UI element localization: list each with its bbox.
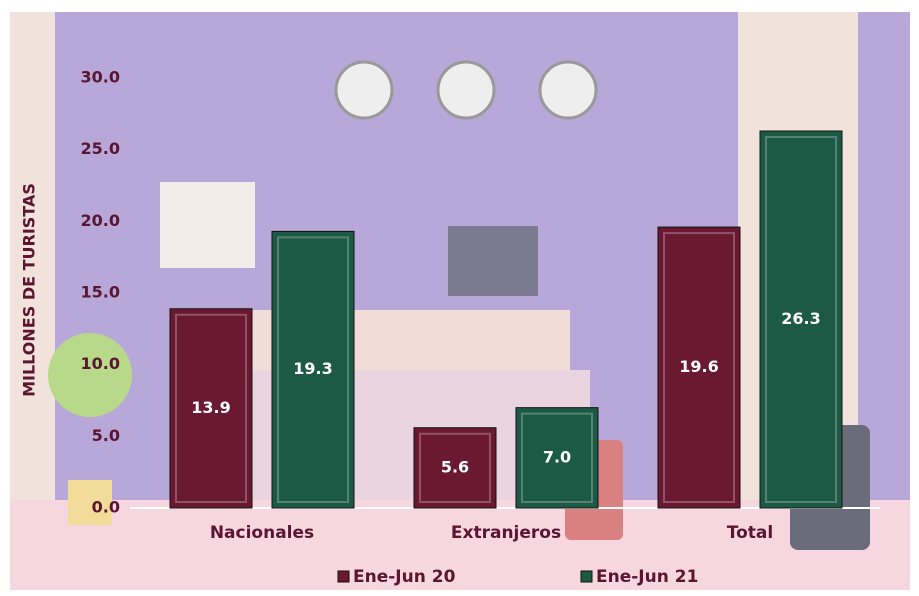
value-label: 26.3 — [781, 309, 820, 328]
value-label: 13.9 — [191, 398, 230, 417]
y-tick-label: 0.0 — [92, 498, 120, 517]
legend-swatch — [337, 570, 350, 583]
bar — [413, 427, 497, 509]
bar — [271, 230, 355, 509]
bar-bevel — [765, 136, 837, 504]
bar-bevel — [277, 236, 349, 503]
y-tick-label: 20.0 — [81, 211, 120, 230]
bar-bevel — [419, 432, 491, 504]
value-label: 7.0 — [543, 447, 571, 466]
bar-bevel — [663, 232, 735, 503]
y-tick-label: 10.0 — [81, 354, 120, 373]
bar-bevel — [175, 313, 247, 503]
bar-bevel — [521, 412, 593, 503]
bar — [515, 407, 599, 509]
legend-label: Ene-Jun 21 — [596, 567, 698, 587]
x-tick-label: Nacionales — [210, 523, 314, 543]
y-axis-label: MILLONES DE TURISTAS — [20, 183, 39, 397]
value-label: 19.6 — [679, 357, 718, 376]
legend-swatch — [580, 570, 593, 583]
y-tick-label: 25.0 — [81, 139, 120, 158]
x-tick-label: Extranjeros — [451, 523, 561, 543]
bar — [169, 308, 253, 509]
y-tick-label: 15.0 — [81, 283, 120, 302]
value-label: 19.3 — [293, 359, 332, 378]
x-tick-label: Total — [727, 523, 773, 543]
y-tick-label: 30.0 — [81, 68, 120, 87]
legend-label: Ene-Jun 20 — [353, 567, 456, 587]
value-label: 5.6 — [441, 457, 469, 476]
bar — [759, 130, 843, 509]
bar — [657, 226, 741, 509]
y-tick-label: 5.0 — [92, 426, 120, 445]
